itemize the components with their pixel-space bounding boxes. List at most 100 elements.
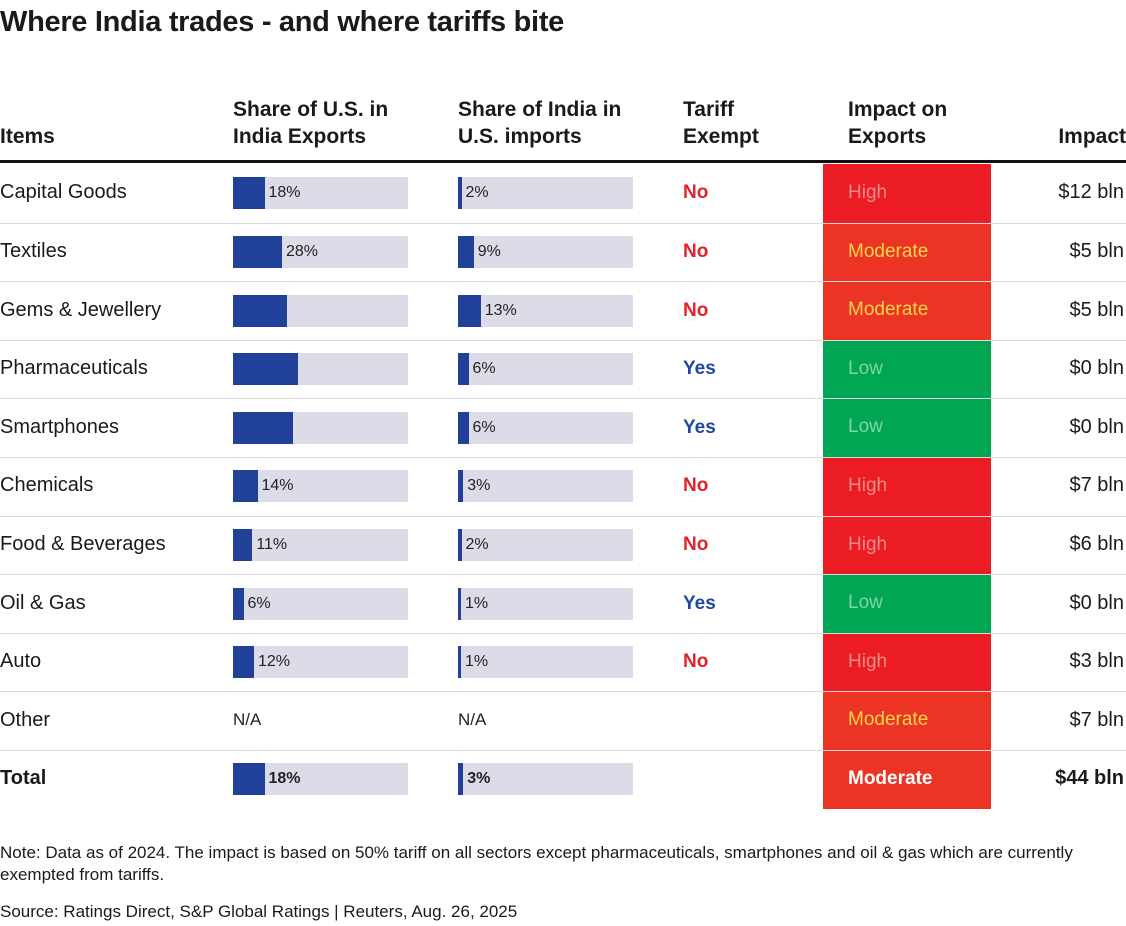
item-label: Chemicals — [0, 474, 94, 496]
india-share-na-label: N/A — [458, 710, 487, 729]
item-label: Gems & Jewellery — [0, 299, 162, 321]
row-divider — [0, 574, 1126, 575]
us-share-bar-track — [233, 412, 408, 444]
tariff-exempt-value: No — [683, 182, 709, 203]
impact-level-column: High Moderate Moderate Low Low High High Low Hig… — [823, 164, 991, 810]
us-share-bar — [233, 763, 265, 795]
india-share-bar — [458, 412, 469, 444]
row-divider — [0, 750, 1126, 751]
us-share-bar — [233, 236, 282, 268]
impact-value: $5 bln — [1069, 240, 1125, 262]
impact-level-label: High — [848, 182, 888, 203]
india-share-bar — [458, 646, 461, 678]
header-items: Items — [0, 125, 55, 148]
header-share-india: Share of India in U.S. imports — [458, 96, 621, 150]
header-share-india-line1: Share of India in — [458, 98, 622, 121]
us-share-value-label: 18% — [268, 770, 301, 787]
header-rule — [0, 160, 1126, 163]
india-share-bar-track: 13% — [458, 295, 633, 327]
us-share-bar — [233, 295, 288, 327]
tariff-exempt-value: No — [683, 534, 709, 555]
header-impact: Impact — [1058, 125, 1126, 148]
india-share-bar-track: 6% — [458, 412, 633, 444]
tariff-exempt-value: Yes — [683, 358, 716, 379]
impact-level-label: High — [848, 475, 888, 496]
india-share-bar — [458, 763, 464, 795]
header-impact-exports-line2: Exports — [848, 125, 927, 148]
us-share-value-label: 18% — [268, 184, 301, 201]
us-share-bar-track: 12% — [233, 646, 408, 678]
india-share-bar-track: 3% — [458, 763, 633, 795]
india-share-value-label: 3% — [467, 770, 491, 787]
india-share-value-label: 3% — [467, 477, 491, 494]
impact-value: $6 bln — [1069, 533, 1125, 555]
us-share-bar-track: 18% — [233, 177, 408, 209]
item-label: Total — [0, 767, 47, 789]
impact-level-label: High — [848, 533, 888, 555]
tariff-exempt-value: No — [683, 651, 709, 672]
impact-level-label: Moderate — [848, 240, 929, 262]
us-share-bar-track: 28% — [233, 236, 408, 268]
us-share-na-label: N/A — [233, 710, 262, 729]
us-share-bar-track: 14% — [233, 470, 408, 502]
item-label: Smartphones — [0, 416, 119, 438]
india-share-value-label: 2% — [465, 536, 489, 553]
india-share-value-label: 13% — [484, 302, 517, 319]
india-share-bar-track: 3% — [458, 470, 633, 502]
header-share-us: Share of U.S. in India Exports — [233, 96, 388, 150]
impact-level-cell: Moderate — [823, 691, 991, 751]
us-share-bar-track — [233, 353, 408, 385]
tariff-exempt-value: No — [683, 475, 709, 496]
impact-level-cell: Moderate — [823, 222, 991, 282]
impact-level-cell: Low — [823, 574, 991, 634]
us-share-bar — [233, 412, 293, 444]
us-share-value-label: 12% — [258, 653, 291, 670]
us-share-bar-track: 18% — [233, 763, 408, 795]
impact-value: $12 bln — [1058, 181, 1124, 203]
tariff-exempt-value: Yes — [683, 593, 716, 614]
india-share-value-label: 6% — [472, 360, 496, 377]
india-share-bar-track: 9% — [458, 236, 633, 268]
chart-title: Where India trades - and where tariffs b… — [0, 6, 564, 38]
item-label: Other — [0, 709, 51, 731]
row-divider — [0, 340, 1126, 341]
item-label: Textiles — [0, 240, 67, 262]
india-share-bar-track: 2% — [458, 177, 633, 209]
us-share-bar — [233, 470, 258, 502]
impact-level-cell: High — [823, 515, 991, 575]
us-share-bar — [233, 588, 244, 620]
us-share-bar-track — [233, 295, 408, 327]
impact-value: $44 bln — [1055, 767, 1124, 789]
india-share-bar — [458, 295, 481, 327]
impact-value: $0 bln — [1069, 592, 1125, 614]
india-share-bar — [458, 588, 461, 620]
item-label: Auto — [0, 650, 42, 672]
item-label: Capital Goods — [0, 181, 127, 203]
impact-level-cell: High — [823, 632, 991, 692]
impact-value: $7 bln — [1069, 474, 1125, 496]
header-impact-exports-line1: Impact on — [848, 98, 948, 121]
impact-level-label: Low — [848, 592, 883, 614]
india-share-value-label: 9% — [477, 243, 501, 260]
us-share-bar — [233, 353, 298, 385]
impact-level-label: Moderate — [848, 299, 929, 321]
header-tariff-line1: Tariff — [683, 98, 734, 121]
impact-level-label: Moderate — [848, 709, 929, 731]
us-share-bar — [233, 646, 254, 678]
india-share-bar — [458, 470, 464, 502]
impact-level-label: High — [848, 650, 888, 672]
footnote: Note: Data as of 2024. The impact is bas… — [0, 843, 1073, 884]
item-label: Oil & Gas — [0, 592, 86, 614]
row-divider — [0, 516, 1126, 517]
impact-value: $5 bln — [1069, 299, 1125, 321]
impact-level-label: Moderate — [848, 768, 933, 789]
impact-value: $0 bln — [1069, 357, 1125, 379]
impact-level-cell: Moderate — [823, 750, 991, 810]
header-share-india-line2: U.S. imports — [458, 125, 582, 148]
india-share-bar — [458, 236, 474, 268]
us-share-bar-track: 6% — [233, 588, 408, 620]
header-share-us-line2: India Exports — [233, 125, 367, 148]
impact-value: $0 bln — [1069, 416, 1125, 438]
us-share-value-label: 6% — [247, 595, 271, 612]
us-share-bar-track: 11% — [233, 529, 408, 561]
